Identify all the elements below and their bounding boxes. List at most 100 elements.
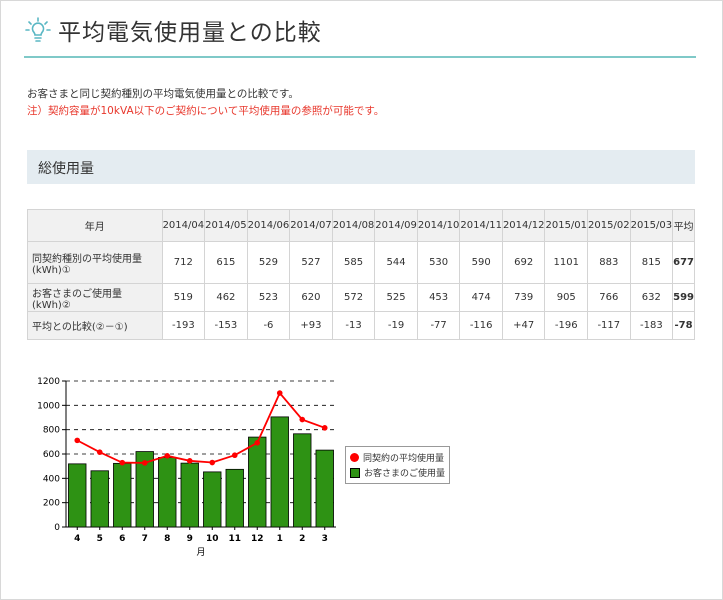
legend-label: 同契約の平均使用量 bbox=[363, 454, 445, 464]
month-cell: 2014/06 bbox=[246, 209, 291, 242]
value-cell: -77 bbox=[416, 311, 461, 340]
value-cell: 712 bbox=[161, 241, 206, 284]
value-cell: 692 bbox=[501, 241, 546, 284]
x-tick-label: 9 bbox=[187, 534, 193, 544]
x-tick-label: 11 bbox=[228, 534, 241, 544]
y-tick-label: 800 bbox=[43, 426, 60, 436]
month-cell: 2015/02 bbox=[587, 209, 631, 242]
value-cell: 1101 bbox=[544, 241, 589, 284]
value-cell: +47 bbox=[501, 311, 546, 340]
avg-header: 平均 bbox=[672, 209, 695, 242]
average-point bbox=[209, 459, 216, 466]
month-cell: 2014/11 bbox=[459, 209, 503, 242]
month-cell: 2014/10 bbox=[416, 209, 461, 242]
x-tick-label: 1 bbox=[277, 534, 283, 544]
average-point bbox=[231, 452, 238, 459]
month-cell: 2014/05 bbox=[204, 209, 248, 242]
y-tick-label: 600 bbox=[43, 450, 60, 460]
value-cell: 905 bbox=[544, 283, 589, 312]
average-point bbox=[254, 440, 261, 446]
x-tick-label: 4 bbox=[74, 534, 80, 544]
average-point bbox=[96, 449, 103, 455]
value-cell: -153 bbox=[204, 311, 248, 340]
row-label: 平均との比較(②－①) bbox=[27, 311, 163, 340]
value-cell: -13 bbox=[331, 311, 376, 340]
usage-bar bbox=[225, 468, 244, 528]
x-tick-label: 6 bbox=[119, 534, 125, 544]
value-cell: 462 bbox=[204, 283, 248, 312]
y-tick-label: 400 bbox=[43, 474, 60, 484]
red-dot-icon bbox=[350, 453, 359, 462]
value-cell: -193 bbox=[161, 311, 206, 340]
value-cell: 529 bbox=[246, 241, 291, 284]
x-tick-label: 8 bbox=[164, 534, 170, 544]
average-point bbox=[74, 437, 81, 444]
month-cell: 2015/03 bbox=[629, 209, 674, 242]
title-divider bbox=[24, 56, 696, 58]
month-header: 年月 bbox=[27, 209, 163, 242]
legend-label: お客さまのご使用量 bbox=[364, 469, 446, 479]
value-cell: 453 bbox=[416, 283, 461, 312]
value-cell: -117 bbox=[587, 311, 631, 340]
y-tick-label: 1000 bbox=[37, 401, 60, 411]
value-cell: 620 bbox=[289, 283, 333, 312]
value-cell: -196 bbox=[544, 311, 589, 340]
value-cell: -6 bbox=[246, 311, 291, 340]
x-tick-label: 2 bbox=[299, 534, 305, 544]
y-tick-label: 0 bbox=[54, 523, 60, 533]
average-point bbox=[276, 390, 283, 396]
value-cell: +93 bbox=[289, 311, 333, 340]
usage-bar bbox=[293, 433, 312, 528]
usage-bar bbox=[90, 470, 109, 528]
month-cell: 2014/08 bbox=[331, 209, 376, 242]
usage-bar bbox=[180, 462, 199, 528]
value-cell: 632 bbox=[629, 283, 674, 312]
value-cell: 815 bbox=[629, 241, 674, 284]
chart-legend: 同契約の平均使用量 お客さまのご使用量 bbox=[345, 446, 451, 484]
x-tick-label: 5 bbox=[97, 534, 103, 544]
table-row: 平均との比較(②－①) -193 -153 -6 +93 -13 -19 -77… bbox=[27, 311, 695, 340]
month-cell: 2014/12 bbox=[501, 209, 546, 242]
value-cell: 572 bbox=[331, 283, 376, 312]
row-label: お客さまのご使用量(kWh)② bbox=[27, 283, 163, 312]
value-cell: 519 bbox=[161, 283, 206, 312]
x-tick-label: 10 bbox=[206, 534, 219, 544]
average-point bbox=[119, 459, 126, 466]
y-tick-label: 1200 bbox=[37, 377, 60, 387]
value-cell: -19 bbox=[374, 311, 418, 340]
month-cell: 2015/01 bbox=[544, 209, 589, 242]
month-cell: 2014/07 bbox=[289, 209, 333, 242]
legend-item-average: 同契約の平均使用量 bbox=[350, 450, 445, 465]
value-cell: 883 bbox=[587, 241, 631, 284]
value-cell: 544 bbox=[374, 241, 418, 284]
usage-bar bbox=[203, 471, 222, 528]
usage-bar bbox=[113, 462, 132, 528]
x-tick-label: 3 bbox=[322, 534, 328, 544]
section-title: 総使用量 bbox=[38, 161, 94, 177]
value-cell: 739 bbox=[501, 283, 546, 312]
page-title: 平均電気使用量との比較 bbox=[58, 20, 322, 46]
average-point bbox=[299, 416, 306, 423]
avg-cell: -78 bbox=[672, 311, 695, 340]
value-cell: 615 bbox=[204, 241, 248, 284]
average-point bbox=[141, 460, 148, 466]
avg-cell: 677 bbox=[672, 241, 695, 284]
value-cell: 585 bbox=[331, 241, 376, 284]
value-cell: -116 bbox=[459, 311, 503, 340]
average-point bbox=[321, 425, 328, 431]
usage-bar bbox=[315, 449, 334, 528]
x-axis-label: 月 bbox=[196, 547, 205, 558]
section-header: 総使用量 bbox=[27, 150, 695, 184]
note-text: 注）契約容量が10kVA以下のご契約について平均使用量の参照が可能です。 bbox=[27, 105, 385, 117]
legend-item-usage: お客さまのご使用量 bbox=[350, 465, 445, 480]
usage-bar bbox=[158, 457, 177, 528]
value-cell: 474 bbox=[459, 283, 503, 312]
value-cell: 530 bbox=[416, 241, 461, 284]
usage-table: 年月 2014/04 2014/05 2014/06 2014/07 2014/… bbox=[27, 209, 695, 340]
usage-bar bbox=[68, 463, 87, 528]
green-square-icon bbox=[350, 467, 360, 478]
average-point bbox=[164, 453, 171, 459]
usage-bar bbox=[270, 416, 289, 528]
value-cell: 525 bbox=[374, 283, 418, 312]
